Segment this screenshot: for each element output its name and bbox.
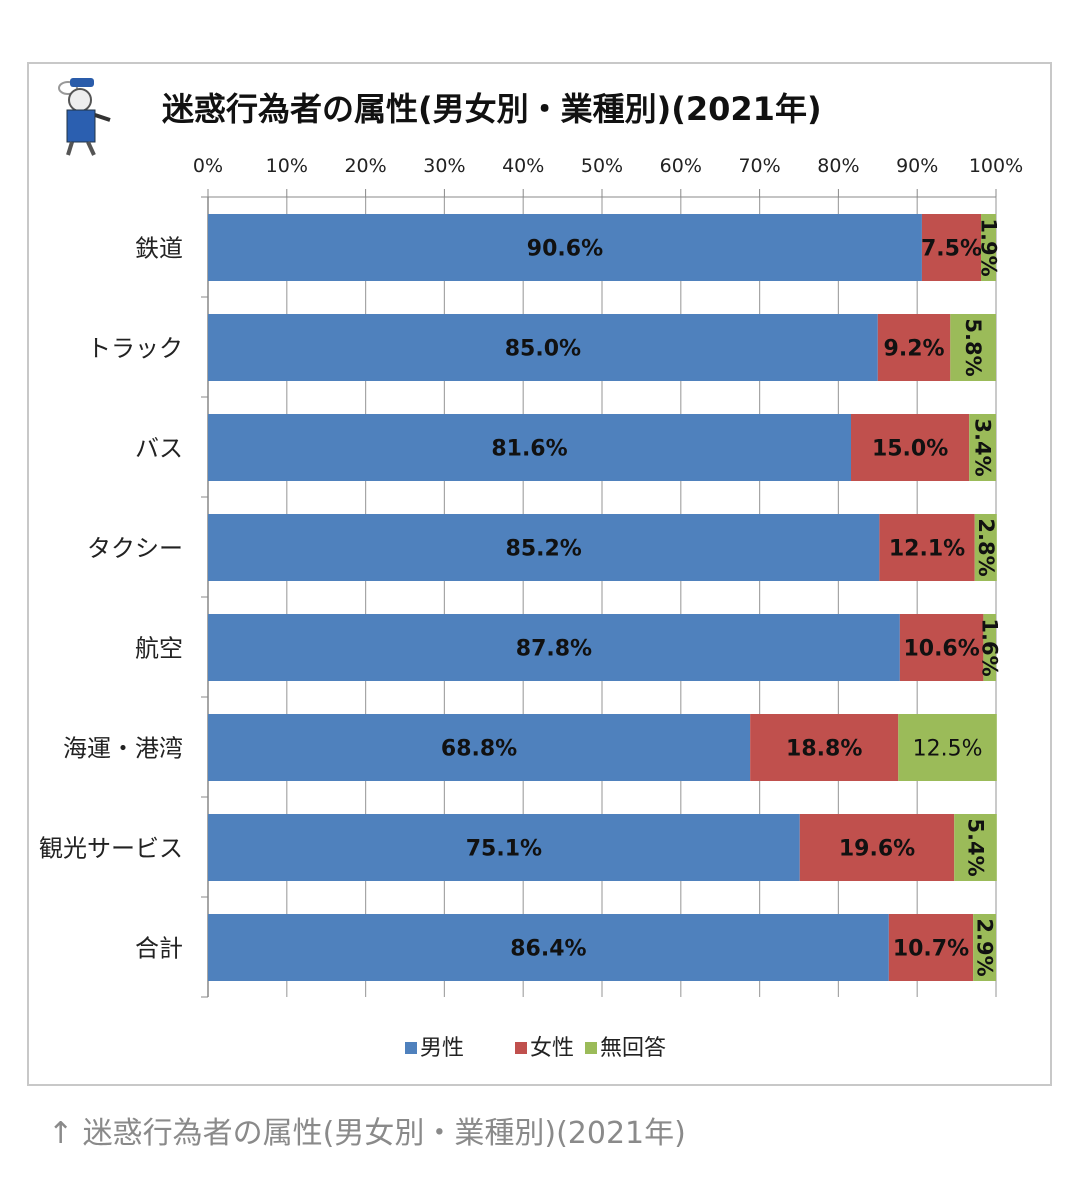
bar-segment-no-answer xyxy=(981,214,996,281)
category-label: 海運・港湾 xyxy=(63,735,183,763)
category-label: トラック xyxy=(87,335,183,363)
x-tick-label: 80% xyxy=(817,155,859,177)
legend-swatch xyxy=(405,1042,417,1054)
data-label: 90.6% xyxy=(527,237,603,262)
legend-swatch xyxy=(585,1042,597,1054)
data-label: 1.9% xyxy=(977,218,1001,276)
bar-segment-female xyxy=(799,814,955,881)
category-label: 鉄道 xyxy=(135,235,183,263)
bar-segment-male xyxy=(208,614,900,681)
bar-segment-male xyxy=(208,214,922,281)
bar-segment-female xyxy=(899,614,984,681)
data-label: 10.6% xyxy=(903,637,979,662)
data-label: 10.7% xyxy=(893,937,969,962)
data-label: 12.1% xyxy=(889,537,965,562)
data-label: 85.2% xyxy=(506,537,582,562)
x-tick-label: 20% xyxy=(344,155,386,177)
bar-segment-male xyxy=(208,514,880,581)
data-label: 3.4% xyxy=(971,418,995,476)
data-label: 9.2% xyxy=(884,337,945,362)
category-label: タクシー xyxy=(87,535,183,563)
chart-frame xyxy=(27,62,1052,1086)
bar-segment-male xyxy=(208,814,800,881)
category-label: 観光サービス xyxy=(39,835,183,863)
legend-swatch xyxy=(515,1042,527,1054)
bar-segment-no-answer xyxy=(969,414,996,481)
data-label: 5.4% xyxy=(964,818,988,876)
data-label: 7.5% xyxy=(921,237,982,262)
x-tick-label: 0% xyxy=(193,155,223,177)
data-label: 18.8% xyxy=(786,737,862,762)
data-label: 86.4% xyxy=(510,937,586,962)
bar-segment-no-answer xyxy=(898,714,997,781)
x-tick-label: 100% xyxy=(969,155,1023,177)
x-tick-label: 60% xyxy=(660,155,702,177)
data-label: 15.0% xyxy=(872,437,948,462)
data-label: 75.1% xyxy=(466,837,542,862)
data-label: 68.8% xyxy=(441,737,517,762)
bar-segment-no-answer xyxy=(950,314,996,381)
data-label: 19.6% xyxy=(839,837,915,862)
data-label: 12.5% xyxy=(913,737,983,762)
x-tick-label: 90% xyxy=(896,155,938,177)
data-label: 87.8% xyxy=(516,637,592,662)
data-label: 5.8% xyxy=(961,318,985,376)
chart-title: 迷惑行為者の属性(男女別・業種別)(2021年) xyxy=(162,90,822,128)
data-label: 2.9% xyxy=(973,918,997,976)
bar-segment-male xyxy=(208,414,852,481)
x-tick-label: 40% xyxy=(502,155,544,177)
data-label: 85.0% xyxy=(505,337,581,362)
caption: ↑ 迷惑行為者の属性(男女別・業種別)(2021年) xyxy=(48,1116,686,1151)
data-label: 1.6% xyxy=(978,618,1002,676)
bar-segment-no-answer xyxy=(954,814,997,881)
bar-segment-female xyxy=(888,914,974,981)
bar-segment-female xyxy=(851,414,970,481)
data-label: 2.8% xyxy=(974,518,998,576)
legend-label: 女性 xyxy=(530,1036,574,1061)
bar-segment-female xyxy=(921,214,982,281)
legend-label: 無回答 xyxy=(600,1036,666,1061)
x-tick-label: 10% xyxy=(266,155,308,177)
mascot-logo xyxy=(58,78,111,156)
bar-segment-female xyxy=(750,714,899,781)
bar-segment-male xyxy=(208,714,751,781)
data-label: 81.6% xyxy=(491,437,567,462)
x-tick-label: 30% xyxy=(423,155,465,177)
x-tick-label: 50% xyxy=(581,155,623,177)
category-label: バス xyxy=(135,435,183,463)
bar-segment-no-answer xyxy=(973,914,996,981)
bar-segment-female xyxy=(879,514,975,581)
legend-label: 男性 xyxy=(420,1036,464,1061)
bar-segment-male xyxy=(208,914,889,981)
x-tick-label: 70% xyxy=(738,155,780,177)
bar-segment-no-answer xyxy=(974,514,997,581)
bar-segment-no-answer xyxy=(983,614,996,681)
bar-segment-female xyxy=(877,314,951,381)
category-label: 航空 xyxy=(135,635,183,663)
bar-segment-male xyxy=(208,314,878,381)
category-label: 合計 xyxy=(135,935,183,963)
